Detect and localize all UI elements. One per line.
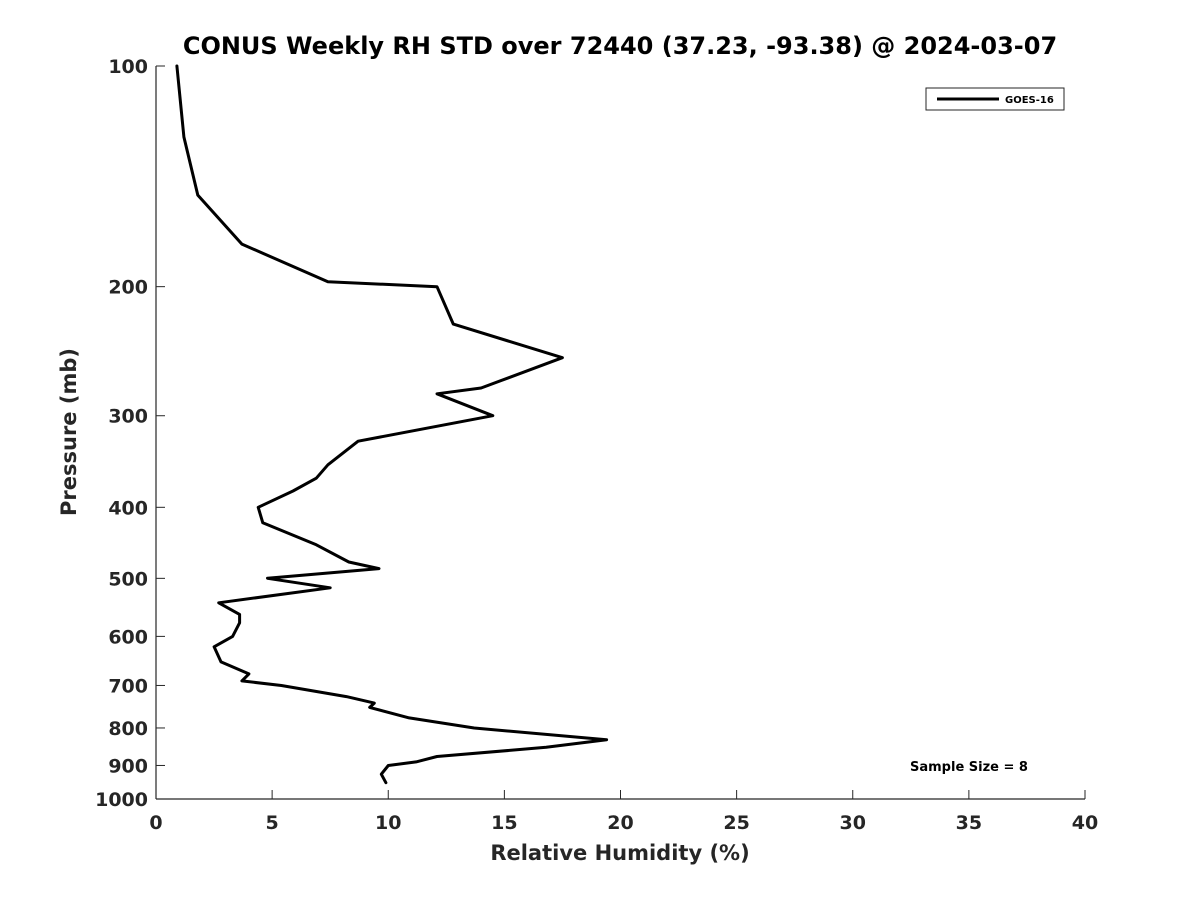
series-line	[175, 64, 609, 785]
x-axis-label: Relative Humidity (%)	[490, 841, 749, 865]
x-tick-label: 15	[491, 812, 517, 834]
y-axis-label: Pressure (mb)	[57, 348, 81, 516]
y-tick-label: 100	[108, 56, 148, 78]
y-tick-label: 500	[108, 568, 148, 590]
x-tick-label: 20	[607, 812, 633, 834]
legend: GOES-16	[925, 87, 1065, 111]
y-tick-label: 900	[108, 755, 148, 777]
y-tick-label: 1000	[95, 789, 148, 811]
y-tick-label: 300	[108, 406, 148, 428]
x-tick-label: 25	[723, 812, 749, 834]
chart-title: CONUS Weekly RH STD over 72440 (37.23, -…	[183, 32, 1057, 60]
y-tick-label: 400	[108, 497, 148, 519]
y-tick-label: 700	[108, 675, 148, 697]
x-tick-label: 30	[840, 812, 866, 834]
x-tick-label: 35	[956, 812, 982, 834]
plot-area	[175, 64, 609, 785]
y-tick-label: 600	[108, 626, 148, 648]
legend-label: GOES-16	[1005, 95, 1054, 106]
x-tick-label: 5	[266, 812, 279, 834]
axes: 0 5 10 15 20 25 30 35 40 100 200 300 400 500 600 700 800…	[95, 56, 1098, 834]
x-tick-label: 0	[149, 812, 162, 834]
x-tick-label: 40	[1072, 812, 1098, 834]
y-tick-label: 200	[108, 277, 148, 299]
x-tick-label: 10	[375, 812, 401, 834]
y-tick-label: 800	[108, 718, 148, 740]
sample-size-annotation: Sample Size = 8	[910, 760, 1028, 775]
